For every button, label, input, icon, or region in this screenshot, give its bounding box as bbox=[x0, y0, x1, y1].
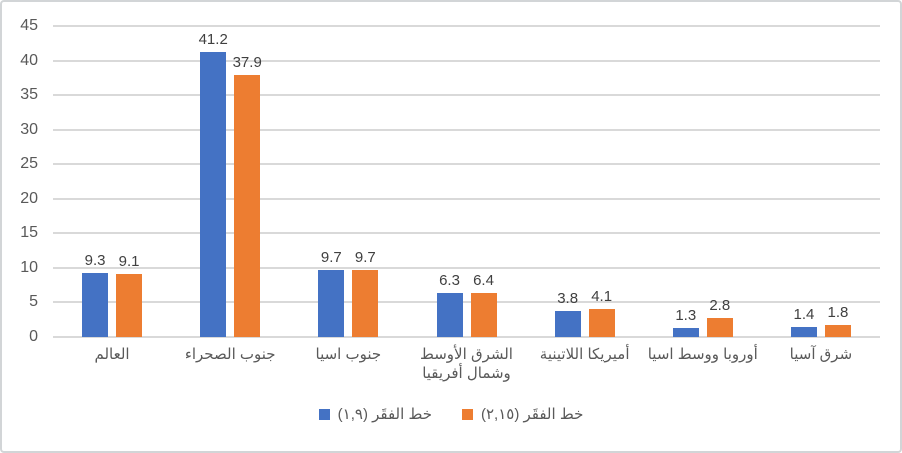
data-label: 37.9 bbox=[232, 54, 262, 72]
bar bbox=[436, 293, 463, 337]
bar bbox=[200, 52, 227, 337]
bar bbox=[706, 317, 733, 337]
y-tick-label: 15 bbox=[20, 224, 38, 242]
y-tick-label: 35 bbox=[20, 86, 38, 104]
legend-label: خط الفقَر (١,٩) bbox=[337, 406, 432, 423]
legend-item: خط الفقَر (١,٩) bbox=[318, 405, 432, 423]
gridline bbox=[53, 94, 880, 97]
bar bbox=[672, 328, 699, 337]
y-tick-label: 45 bbox=[20, 17, 38, 34]
data-label: 9.1 bbox=[118, 253, 140, 271]
data-label: 3.8 bbox=[557, 289, 579, 307]
gridline bbox=[53, 301, 880, 304]
gridline bbox=[53, 25, 880, 27]
gridline bbox=[53, 163, 880, 166]
bar bbox=[790, 327, 817, 337]
category-label: جنوب اسيا bbox=[315, 346, 382, 363]
data-label: 9.3 bbox=[84, 251, 106, 269]
category-label: جنوب الصحراء bbox=[184, 346, 276, 363]
data-label: 6.4 bbox=[473, 271, 494, 289]
y-tick-label: 0 bbox=[29, 328, 38, 345]
legend-marker bbox=[318, 408, 330, 420]
category-label: شرق آسيا bbox=[789, 346, 853, 363]
data-label: 2.8 bbox=[709, 296, 731, 314]
bar bbox=[824, 324, 851, 337]
gridline bbox=[53, 197, 880, 200]
legend-label: خط الفقَر (٢,١٥) bbox=[480, 406, 584, 423]
y-tick-label: 40 bbox=[20, 51, 38, 69]
bar bbox=[82, 272, 109, 337]
category-label: أوروبا ووسط اسيا bbox=[647, 346, 758, 363]
data-label: 6.3 bbox=[439, 272, 460, 290]
data-label: 1.4 bbox=[793, 306, 815, 324]
gridline bbox=[53, 232, 880, 235]
bar bbox=[554, 310, 581, 337]
bar bbox=[352, 269, 379, 337]
y-tick-label: 20 bbox=[20, 189, 38, 207]
category-label: العالم bbox=[94, 346, 130, 363]
data-label: 1.8 bbox=[827, 303, 849, 321]
data-label: 9.7 bbox=[320, 248, 342, 266]
data-label: 41.2 bbox=[198, 31, 228, 49]
data-label: 9.7 bbox=[354, 248, 376, 266]
legend: خط الفقَر (١,٩) خط الفقَر (٢,١٥) bbox=[2, 405, 900, 423]
data-label: 4.1 bbox=[591, 287, 613, 305]
y-tick-label: 30 bbox=[20, 120, 38, 138]
bar bbox=[318, 269, 345, 337]
legend-item: خط الفقَر (٢,١٥) bbox=[461, 405, 584, 423]
bar bbox=[470, 292, 497, 337]
y-tick-label: 25 bbox=[20, 155, 38, 173]
gridline bbox=[53, 336, 880, 338]
category-label: أميريكا اللاتينية bbox=[539, 346, 630, 363]
gridline bbox=[53, 128, 880, 131]
y-tick-label: 5 bbox=[29, 293, 38, 311]
bar bbox=[588, 308, 615, 337]
data-label: 1.3 bbox=[675, 307, 697, 324]
gridline bbox=[53, 266, 880, 269]
legend-marker bbox=[461, 408, 473, 420]
category-label: الشرق الأوسط وشمال أفريقيا bbox=[420, 346, 513, 382]
y-tick-label: 10 bbox=[20, 258, 38, 276]
bar bbox=[116, 274, 143, 337]
gridline bbox=[53, 59, 880, 62]
bar bbox=[234, 75, 261, 337]
